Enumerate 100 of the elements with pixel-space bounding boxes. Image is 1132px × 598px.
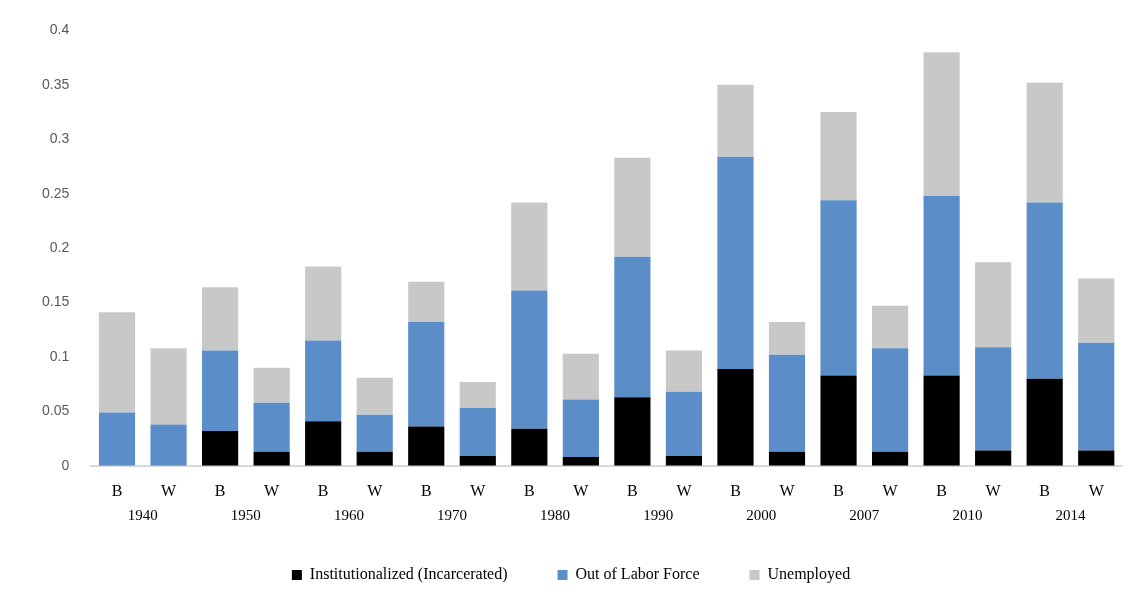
bar bbox=[253, 451, 290, 466]
text: 2010 bbox=[952, 506, 983, 523]
text: 2014 bbox=[1055, 506, 1086, 523]
bar bbox=[1026, 378, 1063, 466]
bar bbox=[1026, 82, 1063, 203]
x-tick-label: W bbox=[882, 481, 899, 499]
bar bbox=[408, 322, 445, 427]
bar bbox=[98, 312, 136, 413]
bar bbox=[923, 375, 960, 466]
y-tick-label: 0.05 bbox=[42, 402, 70, 419]
bar bbox=[975, 347, 1012, 451]
bar bbox=[1078, 278, 1115, 343]
bar bbox=[305, 421, 342, 466]
bar bbox=[305, 340, 342, 422]
bar bbox=[975, 262, 1012, 348]
bar bbox=[768, 354, 806, 452]
bar bbox=[98, 412, 136, 466]
x-tick-label: B bbox=[1039, 481, 1051, 499]
bar bbox=[202, 287, 239, 351]
bar bbox=[356, 451, 393, 466]
y-tick-label: 0.35 bbox=[42, 75, 70, 92]
x-tick-label: W bbox=[264, 481, 281, 499]
legend-label: Out of Labor Force bbox=[575, 565, 700, 583]
y-tick-label: 0.3 bbox=[49, 130, 70, 147]
bar bbox=[459, 381, 496, 409]
text: 2000 bbox=[746, 506, 777, 523]
x-tick-label: B bbox=[420, 481, 432, 499]
text: 1950 bbox=[230, 506, 261, 523]
bar bbox=[871, 451, 909, 466]
bar bbox=[511, 290, 548, 429]
bar bbox=[923, 195, 960, 376]
x-tick-label: B bbox=[730, 481, 741, 499]
legend-label: Unemployed bbox=[767, 565, 851, 584]
bar bbox=[459, 456, 496, 466]
text: 1960 bbox=[333, 506, 364, 523]
bar bbox=[820, 112, 857, 201]
x-tick-label: B bbox=[833, 481, 844, 499]
bar bbox=[717, 156, 754, 369]
x-tick-label: W bbox=[470, 481, 487, 499]
bar bbox=[253, 402, 290, 452]
x-tick-label: W bbox=[779, 481, 796, 499]
bar bbox=[202, 430, 239, 466]
bar bbox=[717, 84, 754, 157]
bar bbox=[768, 451, 806, 466]
bar bbox=[923, 52, 960, 196]
bar bbox=[408, 281, 445, 323]
bar bbox=[562, 457, 599, 466]
x-tick-label: B bbox=[627, 481, 638, 499]
text: 1980 bbox=[540, 506, 571, 523]
bar bbox=[150, 424, 187, 466]
bar bbox=[665, 350, 703, 392]
text: 1970 bbox=[437, 506, 468, 523]
y-tick-label: 0.15 bbox=[42, 293, 70, 310]
bar bbox=[614, 256, 651, 398]
bar bbox=[408, 426, 445, 466]
x-tick-label: B bbox=[523, 481, 535, 499]
bar bbox=[305, 266, 342, 341]
bar bbox=[1078, 342, 1115, 451]
x-tick-label: W bbox=[161, 481, 177, 499]
x-tick-label: W bbox=[676, 481, 693, 499]
bar bbox=[253, 367, 290, 403]
bar bbox=[665, 456, 703, 466]
bar bbox=[614, 397, 651, 466]
text: 2007 bbox=[849, 506, 880, 523]
y-tick-label: 0.1 bbox=[49, 347, 70, 364]
y-tick-label: 0 bbox=[61, 456, 70, 473]
bar bbox=[562, 353, 599, 400]
x-tick-label: B bbox=[214, 481, 226, 499]
bar bbox=[871, 305, 909, 349]
bar bbox=[511, 202, 548, 291]
x-tick-label: W bbox=[1088, 481, 1105, 499]
bar bbox=[1026, 202, 1063, 379]
bar bbox=[562, 399, 599, 458]
x-tick-label: W bbox=[367, 481, 384, 499]
bar bbox=[150, 348, 187, 425]
text: 1990 bbox=[643, 506, 674, 523]
bar bbox=[768, 322, 806, 355]
x-tick-label: B bbox=[317, 481, 329, 499]
x-tick-label: B bbox=[936, 481, 947, 499]
x-tick-label: W bbox=[573, 481, 590, 499]
bar bbox=[820, 200, 857, 376]
y-tick-label: 0.4 bbox=[49, 21, 70, 38]
bar bbox=[356, 414, 393, 452]
bar bbox=[820, 375, 857, 466]
x-tick-label: W bbox=[985, 481, 1002, 499]
x-tick-label: B bbox=[111, 481, 123, 499]
bar bbox=[871, 348, 909, 452]
bar bbox=[717, 368, 754, 466]
bar bbox=[511, 428, 548, 466]
bar bbox=[975, 450, 1012, 466]
bar bbox=[356, 377, 393, 415]
bar bbox=[614, 157, 651, 257]
bar bbox=[459, 408, 496, 456]
y-tick-label: 0.25 bbox=[42, 184, 70, 201]
bar bbox=[1078, 450, 1115, 466]
y-tick-label: 0.2 bbox=[49, 238, 70, 255]
legend-label: Institutionalized (Incarcerated) bbox=[309, 565, 508, 584]
text: 1940 bbox=[127, 506, 158, 523]
bar bbox=[665, 391, 703, 456]
bar bbox=[202, 350, 239, 431]
